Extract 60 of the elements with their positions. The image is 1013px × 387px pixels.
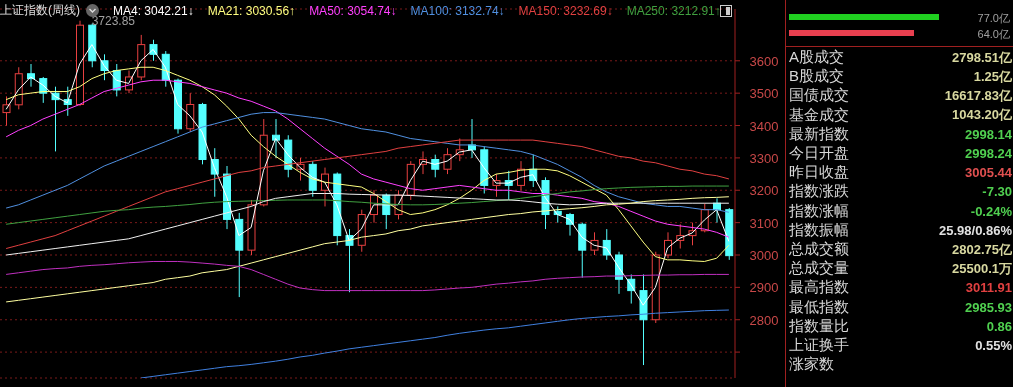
text: 2802.75亿	[952, 240, 1012, 259]
candlestick	[431, 154, 440, 178]
text: 总成交量	[789, 259, 849, 279]
candlestick	[602, 228, 611, 261]
text: 3005.44	[965, 165, 1012, 181]
text: 64.0亿	[977, 27, 1010, 42]
candlestick	[443, 147, 452, 175]
text: 最新指数	[789, 124, 849, 144]
line-series	[5, 139, 730, 250]
text: 25.98/0.86%	[938, 222, 1012, 238]
text: MA100: 3132.74↓	[410, 3, 505, 18]
text: MA21: 3030.56↑	[207, 3, 296, 18]
line-series	[5, 196, 730, 303]
text: 2798.51亿	[952, 48, 1012, 67]
line-series	[5, 185, 730, 225]
text: 总成交额	[789, 240, 849, 259]
text: 国债成交	[789, 86, 849, 106]
text: 指数涨跌	[789, 182, 849, 202]
text: 涨家数	[789, 355, 834, 375]
text: 今日开盘	[789, 144, 849, 163]
text: A股成交	[789, 48, 845, 67]
text: 16617.83亿	[944, 86, 1012, 105]
text: 3011.91	[965, 280, 1012, 296]
text: 25500.1万	[952, 259, 1012, 278]
y-tick-label: 3100	[749, 215, 779, 231]
text: 2998.24	[965, 146, 1012, 161]
text: MA50: 3054.74↓	[309, 3, 397, 18]
text: 2985.93	[965, 299, 1012, 315]
text: 1.25亿	[973, 67, 1012, 86]
text: MA150: 3232.69↓	[518, 3, 613, 18]
text: MA250: 3212.91↑	[626, 3, 721, 18]
text: 基金成交	[789, 105, 849, 125]
y-tick-label: 3600	[749, 53, 779, 69]
text: B股成交	[789, 67, 845, 87]
y-tick-label: 2800	[749, 312, 779, 328]
line-series	[5, 193, 730, 256]
text: 最低指数	[789, 297, 849, 317]
text: 0.86	[986, 318, 1012, 334]
text: 指数量比	[789, 316, 849, 336]
y-tick-label: 2900	[749, 280, 779, 296]
y-tick-label: 3300	[749, 150, 779, 166]
y-tick-label: 3000	[749, 248, 779, 263]
text: 2998.14	[965, 126, 1012, 142]
text: 指数振幅	[789, 220, 849, 240]
y-tick-label: 3200	[749, 183, 779, 199]
line-series	[5, 260, 730, 292]
text: 上证换手	[789, 336, 849, 355]
text: 最高指数	[789, 278, 849, 298]
text: 指数涨幅	[789, 201, 849, 221]
text: -7.30	[982, 184, 1012, 200]
text: 昨日收盘	[789, 163, 849, 183]
text: -0.24%	[970, 203, 1012, 219]
line-series	[140, 309, 730, 378]
line-series	[5, 66, 730, 262]
y-tick-label: 3500	[749, 86, 779, 102]
chart-title: 上证指数(周线)	[0, 2, 80, 19]
y-tick-label: 3400	[749, 118, 779, 134]
text: 77.0亿	[977, 11, 1010, 26]
text: 1043.20亿	[952, 106, 1012, 125]
text: 0.55%	[975, 338, 1012, 353]
